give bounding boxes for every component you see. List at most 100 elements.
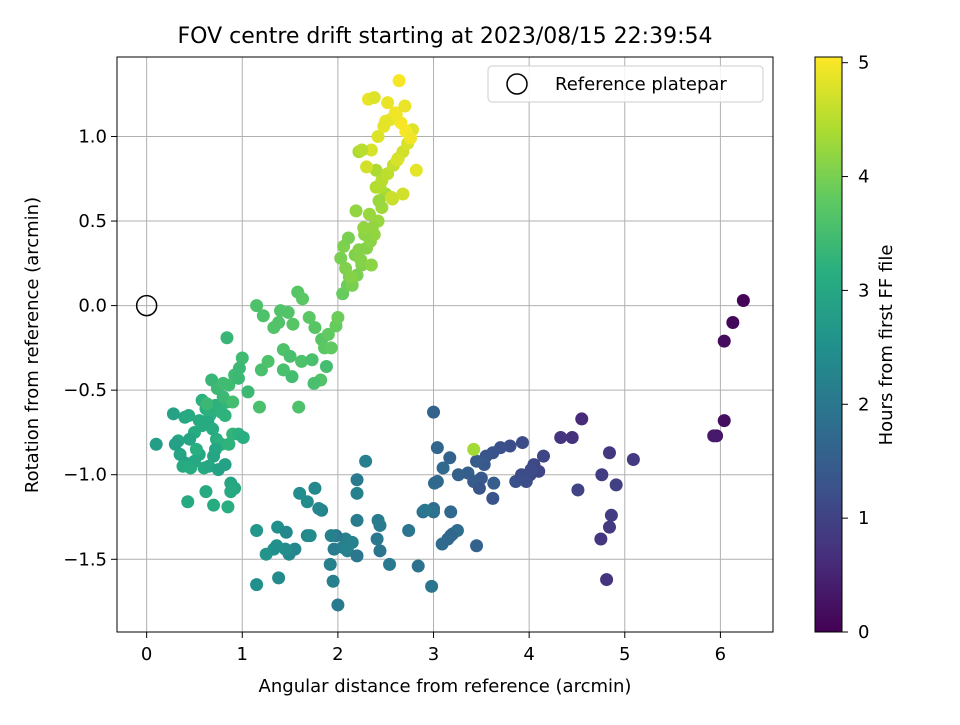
data-point (307, 376, 321, 390)
data-point (602, 520, 616, 534)
reference-platepar-marker (135, 294, 158, 317)
data-point (359, 454, 373, 468)
data-point (411, 559, 425, 573)
data-point (370, 532, 384, 546)
data-point (250, 524, 264, 538)
data-point (276, 363, 290, 377)
data-point (331, 310, 345, 324)
data-point (340, 544, 354, 558)
colorbar-label: Hours from first FF file (876, 245, 897, 446)
data-point (443, 451, 457, 465)
x-axis-ticks: 0 1 2 3 4 5 6 (141, 632, 726, 665)
data-point (216, 376, 230, 390)
data-point (554, 431, 568, 445)
data-point (355, 143, 369, 157)
data-point (409, 163, 423, 177)
data-point (334, 251, 348, 265)
data-point (383, 557, 397, 571)
y-tick-label: −1.0 (63, 465, 107, 486)
data-point (319, 359, 333, 373)
data-point (256, 309, 270, 323)
data-point (341, 231, 355, 245)
data-point (250, 578, 264, 592)
data-point (272, 316, 286, 330)
data-point (427, 405, 441, 419)
legend-marker-icon (506, 73, 528, 95)
data-point (270, 539, 284, 553)
data-point (486, 491, 500, 505)
data-point (381, 96, 395, 110)
data-point (296, 292, 310, 306)
data-point (467, 442, 481, 456)
data-point (430, 441, 444, 455)
data-point (362, 207, 376, 221)
data-point (594, 532, 608, 546)
colorbar-tick-label: 1 (858, 508, 869, 529)
data-point (292, 400, 306, 414)
data-point (524, 463, 538, 477)
data-point (371, 513, 385, 527)
data-point (392, 74, 406, 88)
data-point (321, 327, 335, 341)
x-tick-label: 3 (428, 644, 439, 665)
data-point (344, 270, 358, 284)
data-point (371, 129, 385, 143)
data-point (717, 334, 731, 348)
x-tick-label: 6 (715, 644, 726, 665)
y-tick-label: 1.0 (78, 126, 107, 147)
data-point (364, 143, 378, 157)
data-point (717, 414, 731, 428)
x-tick-label: 5 (619, 644, 630, 665)
y-tick-label: 0.5 (78, 211, 107, 232)
data-point (226, 395, 240, 409)
y-axis-ticks: −1.5 −1.0 −0.5 0.0 0.5 1.0 (63, 126, 117, 570)
data-point (312, 502, 326, 516)
data-point (349, 204, 363, 218)
data-point (626, 453, 640, 466)
plot-frame (116, 56, 774, 633)
data-point (350, 473, 364, 487)
data-point (199, 485, 213, 499)
data-point (222, 437, 236, 451)
data-point (472, 481, 486, 495)
data-point (352, 243, 366, 257)
data-point (181, 495, 195, 509)
data-point (189, 442, 203, 456)
data-point (565, 431, 579, 445)
data-point (224, 485, 238, 499)
data-point (536, 449, 550, 463)
data-point (216, 390, 230, 404)
colorbar-tick-label: 0 (858, 622, 869, 643)
data-point (354, 253, 368, 267)
data-point (384, 190, 398, 204)
data-point (364, 258, 378, 272)
y-tick-label: 0.0 (78, 296, 107, 317)
data-point (207, 498, 221, 512)
scatter-points (149, 74, 750, 612)
data-point (425, 579, 439, 593)
data-point (324, 529, 338, 543)
legend: Reference platepar (487, 65, 764, 103)
data-point (373, 544, 387, 558)
data-point (402, 524, 416, 538)
data-point (404, 131, 418, 145)
data-point (283, 349, 297, 363)
data-point (323, 557, 337, 571)
data-point (331, 598, 345, 612)
x-tick-label: 4 (523, 644, 534, 665)
legend-entry-reference-platepar: Reference platepar (555, 74, 727, 95)
data-point (200, 397, 214, 411)
data-point (367, 91, 381, 105)
data-point (272, 571, 286, 585)
data-point (595, 468, 609, 482)
data-point (602, 446, 616, 460)
data-point (436, 461, 450, 475)
data-point (261, 354, 275, 368)
y-axis-label: Rotation from reference (arcmin) (22, 197, 43, 493)
colorbar-tick-label: 5 (858, 53, 869, 74)
data-point (149, 437, 163, 451)
data-point (250, 299, 264, 313)
data-point (444, 505, 458, 519)
data-point (517, 473, 531, 487)
